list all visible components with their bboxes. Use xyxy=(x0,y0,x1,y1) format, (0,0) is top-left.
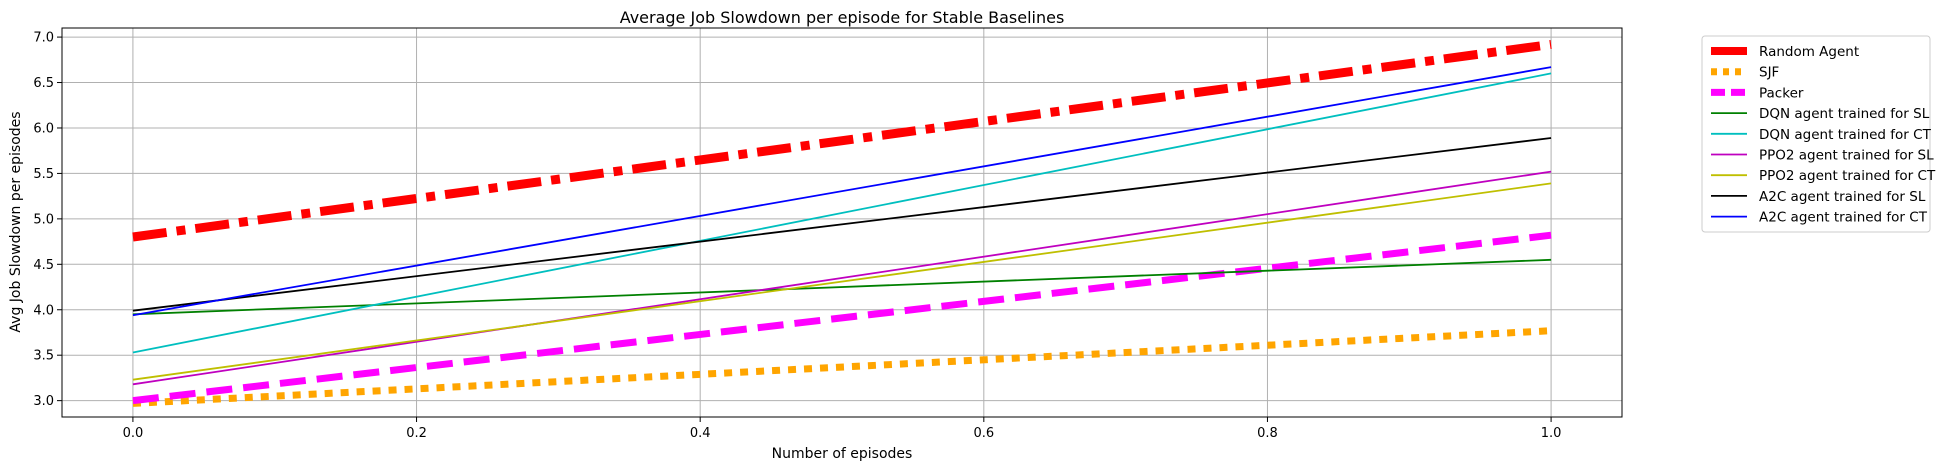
y-tick-label: 5.5 xyxy=(33,167,54,182)
series-line-7 xyxy=(132,182,1552,381)
y-axis-label: Avg Job Slowdown per episodes xyxy=(8,111,24,332)
y-tick-label: 4.5 xyxy=(33,258,54,273)
y-tick-label: 5.0 xyxy=(33,212,54,227)
legend-label: Random Agent xyxy=(1759,44,1859,60)
x-tick-label: 1.0 xyxy=(1541,426,1562,441)
legend: Random Agent SJF Packer DQN agent trained f… xyxy=(1701,35,1936,233)
series-line-2 xyxy=(132,327,1552,407)
legend-label: DQN agent trained for CT xyxy=(1759,127,1932,143)
legend-label: SJF xyxy=(1759,65,1779,81)
legend-label: PPO2 agent trained for SL xyxy=(1759,148,1934,164)
x-tick-label: 0.2 xyxy=(406,426,427,441)
y-tick-label: 7.0 xyxy=(33,31,54,46)
legend-label: PPO2 agent trained for CT xyxy=(1759,168,1936,184)
legend-label: DQN agent trained for SL xyxy=(1759,106,1930,122)
series-line-5 xyxy=(132,72,1552,354)
y-ticks: 3.0 3.5 4.0 4.5 5.0 5.5 6.0 6.5 7.0 xyxy=(33,31,62,409)
x-tick-label: 0.6 xyxy=(973,426,994,441)
x-ticks: 0.0 0.2 0.4 0.6 0.8 1.0 xyxy=(123,417,1562,441)
series-lines xyxy=(132,39,1552,407)
y-tick-label: 6.5 xyxy=(33,76,54,91)
y-tick-label: 3.5 xyxy=(33,349,54,364)
series-line-3 xyxy=(132,231,1552,405)
plot-area xyxy=(62,28,1622,417)
x-tick-label: 0.8 xyxy=(1257,426,1278,441)
series-line-1 xyxy=(132,39,1552,242)
y-tick-label: 4.0 xyxy=(33,303,54,318)
y-tick-label: 3.0 xyxy=(33,394,54,409)
x-tick-label: 0.0 xyxy=(123,426,144,441)
series-line-6 xyxy=(132,170,1552,386)
series-line-8 xyxy=(132,137,1552,312)
chart-title: Average Job Slowdown per episode for Sta… xyxy=(620,8,1065,27)
x-tick-label: 0.4 xyxy=(690,426,711,441)
legend-label: A2C agent trained for SL xyxy=(1759,189,1926,205)
legend-label: Packer xyxy=(1759,85,1804,101)
legend-label: A2C agent trained for CT xyxy=(1759,210,1928,226)
plot-frame xyxy=(61,27,1623,418)
y-tick-label: 6.0 xyxy=(33,121,54,136)
legend-frame xyxy=(1701,35,1931,233)
grid xyxy=(62,28,1622,417)
series-line-9 xyxy=(132,66,1552,317)
x-axis-label: Number of episodes xyxy=(772,446,913,462)
